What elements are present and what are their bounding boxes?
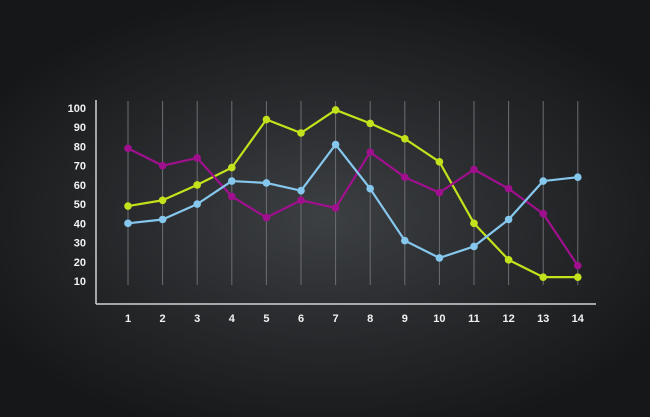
series-1-point (331, 106, 340, 114)
series-2-point (297, 196, 305, 205)
series-2-point (193, 154, 201, 162)
series-3-point (539, 177, 547, 185)
series-2-point (158, 161, 167, 170)
series-2-point (262, 213, 271, 222)
series-1-point (262, 115, 271, 124)
series-1-point (470, 219, 478, 228)
series-2-point (504, 184, 513, 193)
y-tick-label: 20 (74, 257, 86, 269)
series-2-point (435, 188, 444, 197)
y-tick-labels: 10 20 30 40 50 60 70 80 90 100 (68, 103, 86, 288)
x-tick-label: 14 (572, 313, 585, 325)
y-tick-label: 80 (74, 141, 86, 153)
x-tick-label: 10 (433, 313, 445, 325)
y-tick-label: 70 (74, 161, 86, 173)
series-2-point (401, 173, 409, 181)
series-3-point (435, 254, 444, 262)
y-tick-label: 30 (74, 238, 86, 250)
y-tick-label: 10 (74, 276, 86, 288)
x-tick-label: 12 (502, 313, 514, 325)
series-3-point (574, 173, 582, 181)
series-1-point (539, 273, 547, 281)
y-tick-label: 60 (74, 180, 86, 192)
x-tick-label: 7 (333, 313, 339, 325)
x-tick-label: 4 (229, 313, 236, 325)
series-3-line (126, 143, 579, 260)
series-3-point (228, 177, 236, 185)
series-1-point (574, 273, 582, 281)
series-1-point (228, 163, 236, 172)
series-3-point (124, 219, 132, 228)
series-1-point (401, 134, 409, 143)
y-tick-label: 50 (74, 199, 86, 211)
series-1-point (158, 196, 167, 205)
series-1-point (193, 181, 201, 189)
series-2-point (331, 204, 340, 212)
y-tick-label: 90 (74, 122, 86, 134)
y-tick-label: 100 (68, 103, 86, 115)
axes (95, 100, 596, 305)
series-3 (124, 140, 582, 262)
series-3-point (193, 200, 201, 208)
series-2-point (539, 209, 547, 218)
series-2-point (228, 192, 236, 201)
series-3-point (470, 242, 478, 251)
series-3-point (262, 179, 271, 187)
series-3-point (366, 184, 375, 193)
series-2 (124, 144, 582, 270)
x-tick-label: 6 (298, 313, 304, 325)
x-tick-label: 13 (537, 313, 549, 325)
series-3-point (331, 140, 340, 149)
series-3-point (158, 215, 167, 224)
y-tick-label: 40 (74, 218, 86, 230)
x-tick-labels: 1 2 3 4 5 6 7 8 9 10 11 12 13 14 (125, 313, 585, 325)
series-1-point (435, 158, 444, 166)
series-1-point (366, 119, 375, 128)
series-3-point (504, 215, 513, 224)
series-2-line (126, 147, 579, 267)
x-tick-label: 3 (194, 313, 200, 325)
series-lines (124, 106, 582, 281)
series-2-point (124, 144, 132, 153)
x-tick-label: 9 (402, 313, 408, 325)
x-tick-label: 5 (263, 313, 269, 325)
x-tick-label: 1 (125, 313, 131, 325)
series-2-point (470, 165, 478, 174)
series-2-point (366, 148, 375, 157)
series-1-point (297, 129, 305, 137)
series-1-point (124, 202, 132, 210)
series-1-line (126, 108, 579, 279)
series-1 (124, 106, 582, 281)
series-3-point (297, 186, 305, 195)
series-3-point (401, 236, 409, 245)
x-tick-label: 2 (160, 313, 166, 325)
series-2-point (574, 261, 582, 270)
x-tick-label: 8 (367, 313, 373, 325)
series-1-point (504, 256, 513, 264)
x-tick-label: 11 (468, 313, 480, 325)
